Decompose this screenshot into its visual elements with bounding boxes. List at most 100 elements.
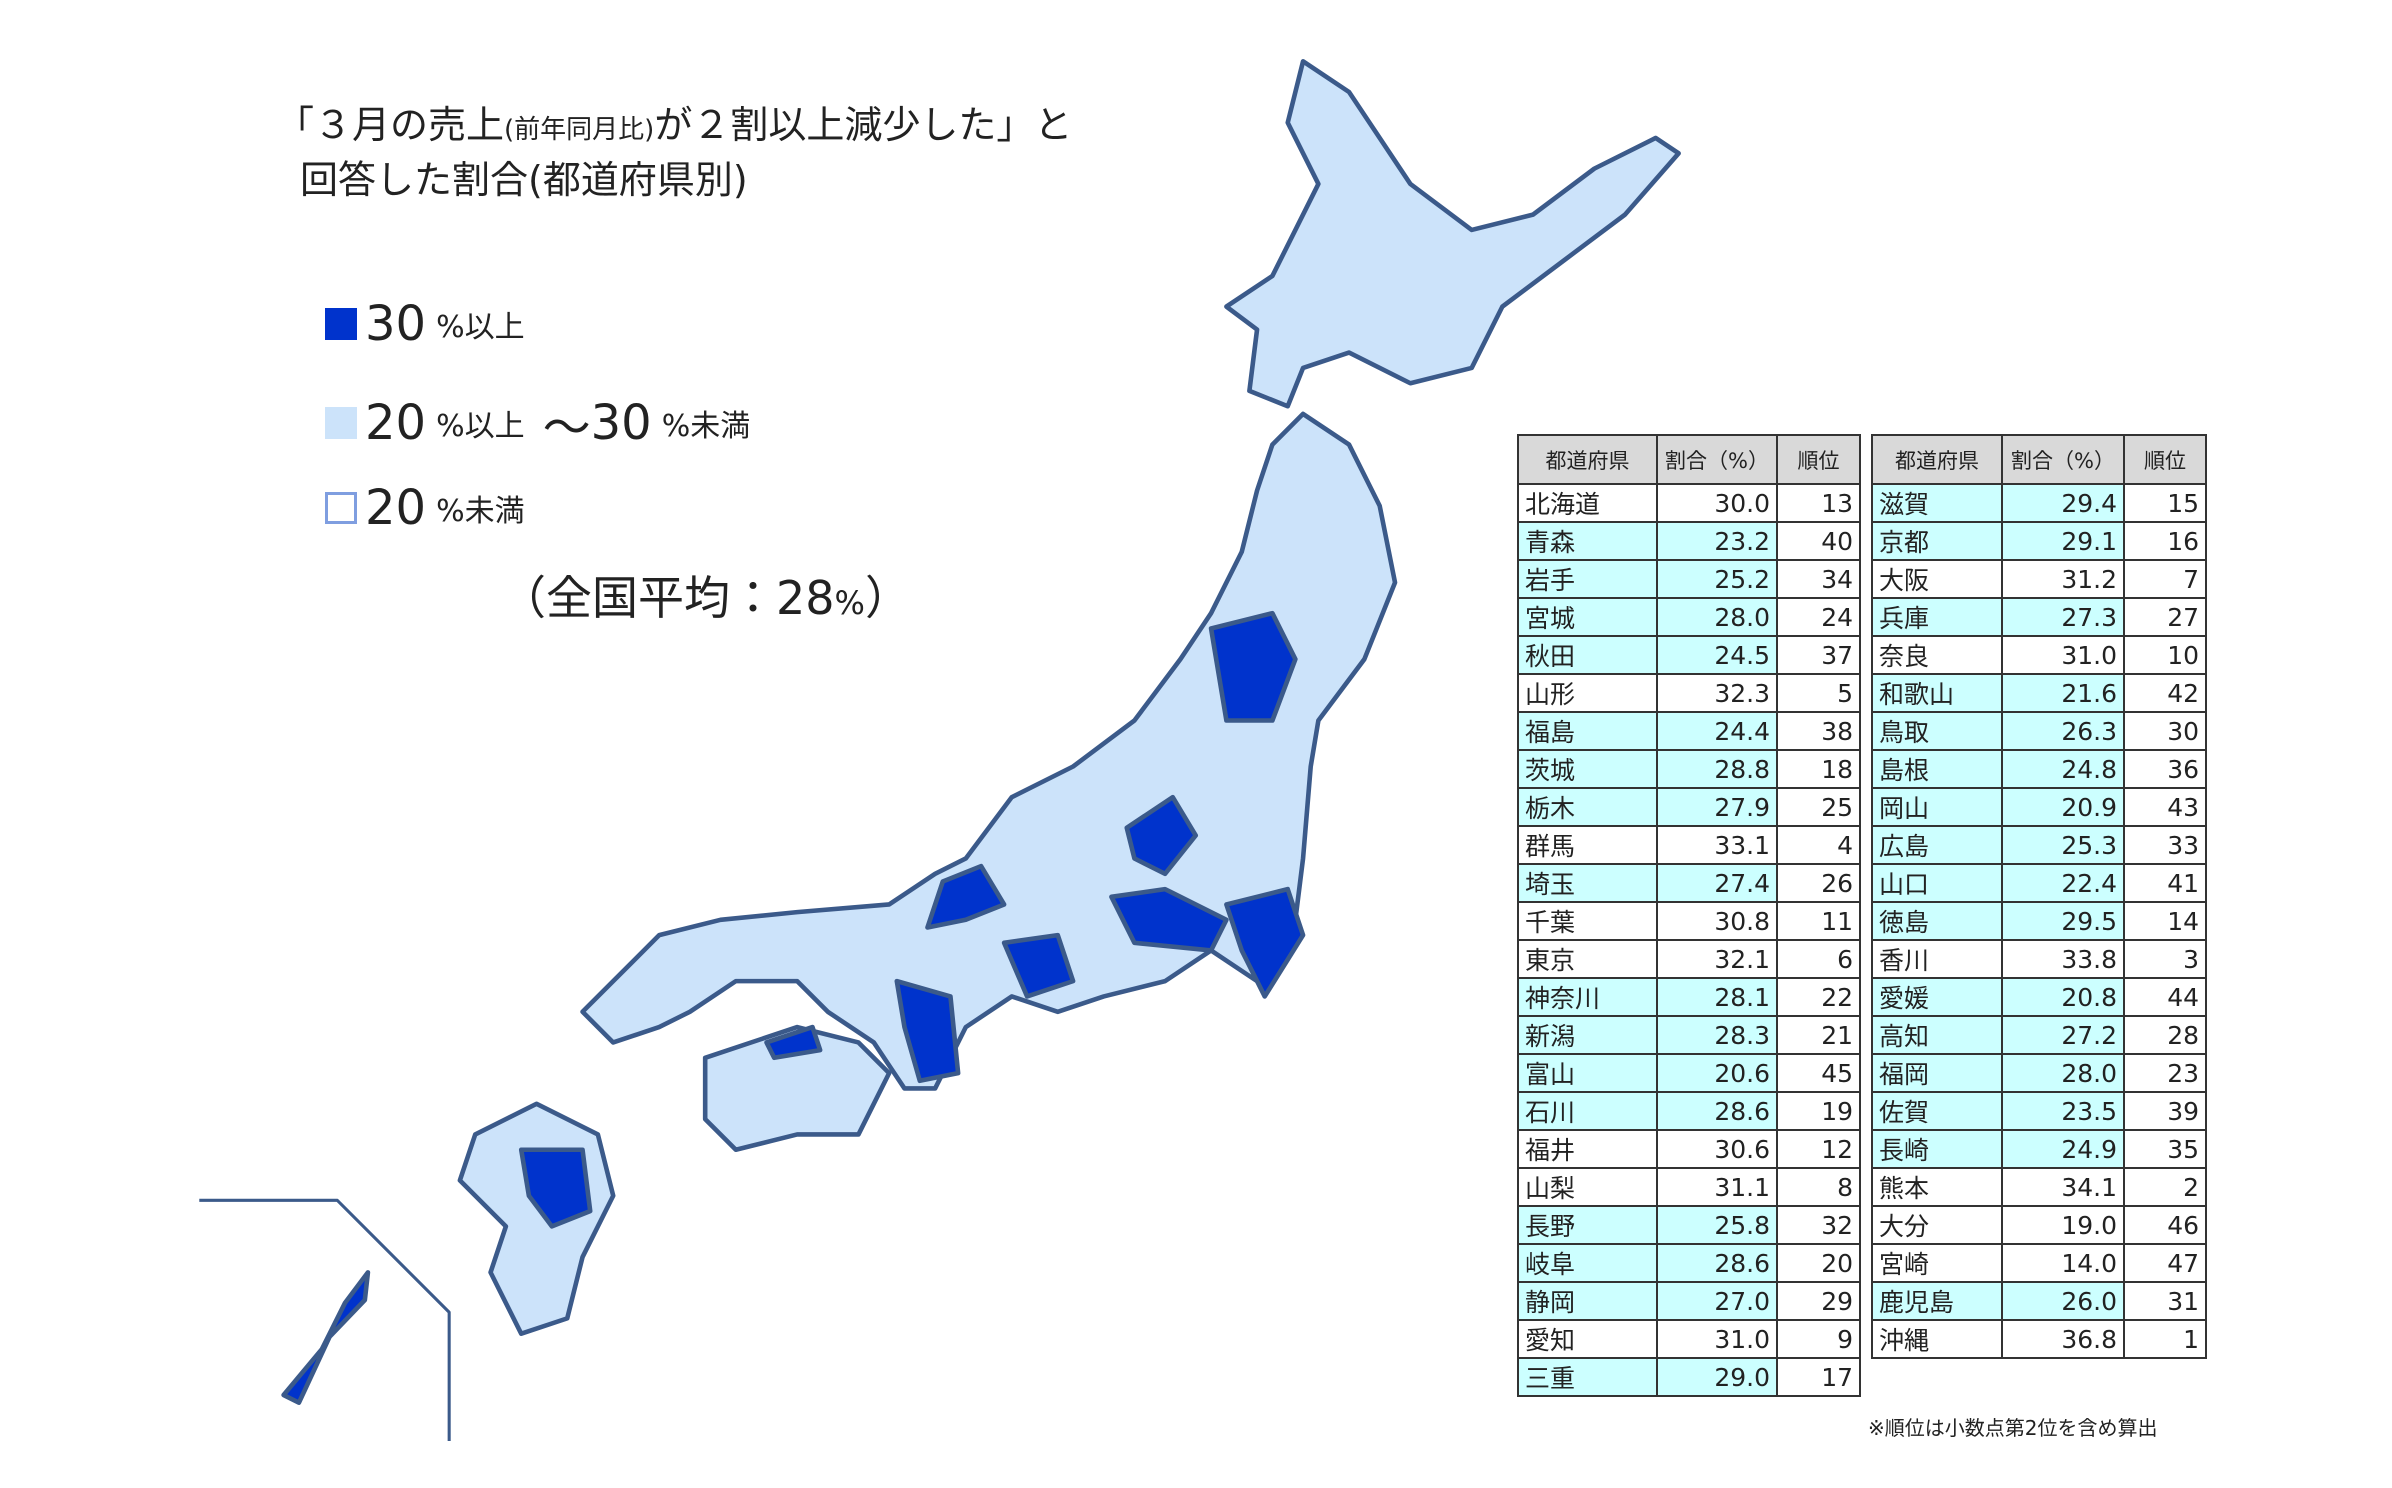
legend-value: 20 [365,395,427,451]
table-row: 大阪 31.2 7 [1871,559,2207,599]
number-cell: 20 [1776,1243,1861,1283]
text: 「３月の売上 [276,103,505,147]
number-cell: 28 [2123,1015,2207,1055]
number-cell: 28.1 [1656,977,1778,1017]
prefecture-cell: 東京 [1517,939,1658,979]
prefecture-cell: 福島 [1517,711,1658,751]
prefecture-cell: 岩手 [1517,559,1658,599]
number-cell: 31.1 [1656,1167,1778,1207]
hokkaido [1224,59,1681,409]
prefecture-cell: 島根 [1871,749,2003,789]
legend-value: 30 [590,395,652,451]
prefecture-cell: 京都 [1871,521,2003,561]
table-row: 福岡 28.0 23 [1871,1053,2207,1093]
number-cell: 41 [2123,863,2207,903]
table-row: 大分 19.0 46 [1871,1205,2207,1245]
prefecture-cell: 茨城 [1517,749,1658,789]
legend-swatch [325,407,357,439]
prefecture-cell: 青森 [1517,521,1658,561]
prefecture-cell: 奈良 [1871,635,2003,675]
prefecture-cell: 山梨 [1517,1167,1658,1207]
number-cell: 31.0 [1656,1319,1778,1359]
prefecture-cell: 広島 [1871,825,2003,865]
table-row: 島根 24.8 36 [1871,749,2207,789]
number-cell: 30.8 [1656,901,1778,941]
prefecture-cell: 栃木 [1517,787,1658,827]
number-cell: 25.2 [1656,559,1778,599]
number-cell: 35 [2123,1129,2207,1169]
legend-swatch [325,308,357,340]
text: が２割以上減少した」と [654,103,1073,147]
table-row: 福島 24.4 38 [1517,711,1861,751]
chiba [1224,886,1306,999]
table-row: 鹿児島 26.0 31 [1871,1281,2207,1321]
number-cell: 39 [2123,1091,2207,1131]
legend-value: 30 [365,296,427,352]
text: （全国平均： [500,571,776,625]
text: (前年同月比) [504,115,655,145]
table-row: 高知 27.2 28 [1871,1015,2207,1055]
number-cell: 32.1 [1656,939,1778,979]
prefecture-cell: 鹿児島 [1871,1281,2003,1321]
prefecture-cell: 高知 [1871,1015,2003,1055]
prefecture-cell: 徳島 [1871,901,2003,941]
number-cell: 1 [2123,1319,2207,1359]
number-cell: 2 [2123,1167,2207,1207]
header-cell: 順位 [1776,434,1861,485]
header-cell: 割合（%） [1656,434,1778,485]
kyushu [457,1101,616,1337]
number-cell: 45 [1776,1053,1861,1093]
number-cell: 29.1 [2001,521,2125,561]
legend-swatch [325,492,357,524]
okinawa [281,1270,371,1405]
prefecture-cell: 岐阜 [1517,1243,1658,1283]
number-cell: 29.4 [2001,483,2125,523]
legend-unit: %未満 [661,409,751,444]
number-cell: 23.2 [1656,521,1778,561]
japan [199,59,1681,1442]
number-cell: 5 [1776,673,1861,713]
number-cell: 20.8 [2001,977,2125,1017]
text: 28 [776,571,835,625]
table-row: 兵庫 27.3 27 [1871,597,2207,637]
number-cell: 38 [1776,711,1861,751]
number-cell: 40 [1776,521,1861,561]
number-cell: 13 [1776,483,1861,523]
number-cell: 26 [1776,863,1861,903]
number-cell: 18 [1776,749,1861,789]
number-cell: 22 [1776,977,1861,1017]
prefecture-cell: 石川 [1517,1091,1658,1131]
table-row: 福井 30.6 12 [1517,1129,1861,1169]
prefecture-cell: 沖縄 [1871,1319,2003,1359]
number-cell: 33 [2123,825,2207,865]
prefecture-cell: 大阪 [1871,559,2003,599]
prefecture-cell: 宮城 [1517,597,1658,637]
table-row: 香川 33.8 3 [1871,939,2207,979]
table-row: 山形 32.3 5 [1517,673,1861,713]
legend-item: 20 %未満 [325,480,543,536]
table-row: 和歌山 21.6 42 [1871,673,2207,713]
number-cell: 24.5 [1656,635,1778,675]
number-cell: 25.3 [2001,825,2125,865]
number-cell: 9 [1776,1319,1861,1359]
data-table: 都道府県 割合（%） 順位 北海道 30.0 13 青森 23.2 40 岩手 25.2 34 宮城 28… [1517,434,1861,1397]
table-row: 新潟 28.3 21 [1517,1015,1861,1055]
number-cell: 32.3 [1656,673,1778,713]
number-cell: 22.4 [2001,863,2125,903]
table-row: 山口 22.4 41 [1871,863,2207,903]
table-row: 埼玉 27.4 26 [1517,863,1861,903]
number-cell: 24.9 [2001,1129,2125,1169]
number-cell: 28.8 [1656,749,1778,789]
number-cell: 28.0 [1656,597,1778,637]
legend-item: 20 %以上 ～ 30 %未満 [325,388,768,458]
data-table: 都道府県 割合（%） 順位 滋賀 29.4 15 京都 29.1 16 大阪 31.2 7 兵庫 27.3… [1871,434,2207,1359]
table-row: 三重 29.0 17 [1517,1357,1861,1397]
table-row: 岡山 20.9 43 [1871,787,2207,827]
number-cell: 32 [1776,1205,1861,1245]
header-row: 都道府県 割合（%） 順位 [1517,434,1861,485]
number-cell: 34 [1776,559,1861,599]
table-row: 愛媛 20.8 44 [1871,977,2207,1017]
prefecture-cell: 愛知 [1517,1319,1658,1359]
number-cell: 29 [1776,1281,1861,1321]
